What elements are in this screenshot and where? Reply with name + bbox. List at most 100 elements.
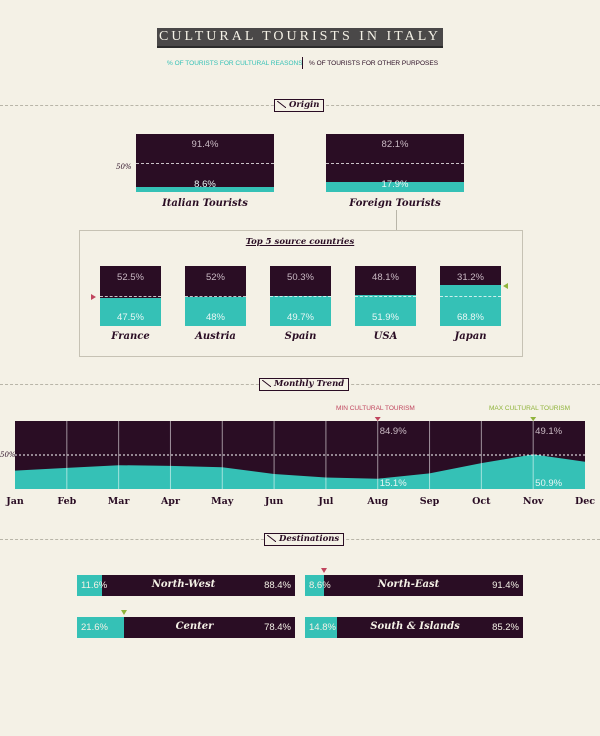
month-label-mar: Mar [108,496,131,507]
month-label-jan: Jan [5,496,24,507]
dest-label-other-south-islands: 85.2% [492,622,519,633]
label-other-austria: 52% [205,272,225,283]
month-label-dec: Dec [575,496,595,507]
dest-name-north-east: North-East [377,579,440,590]
label-cultural-spain: 49.7% [287,312,314,323]
month-label-nov: Nov [523,496,544,507]
dest-label-cultural-north-west: 11.6% [81,580,108,591]
label-other-foreign-tourists: 82.1% [381,139,409,150]
bar-other-austria [185,266,246,298]
min-marker-france [91,294,96,300]
top5-title: Top 5 source countries [245,237,355,247]
label-cultural-italian-tourists: 8.6% [194,179,216,190]
page-title: CULTURAL TOURISTS IN ITALY [157,28,443,48]
month-label-may: May [211,496,234,507]
dest-name-center: Center [175,621,214,632]
section-monthly-label: Monthly Trend [274,379,345,389]
label-cultural-france: 47.5% [117,312,144,323]
caption-france: France [111,331,150,342]
dest-label-cultural-north-east: 8.6% [309,580,331,591]
origin-50-label: 50% [116,163,132,171]
max-top-label: 49.1% [535,426,562,437]
section-monthly: Monthly Trend [259,378,350,391]
bar-cultural-spain [270,296,331,326]
caption-foreign-tourists: Foreign Tourists [349,198,441,209]
bar-cultural-usa [355,294,416,326]
trend-area-cultural [15,454,585,489]
pencil-icon [277,101,286,108]
bar-other-japan [440,266,501,285]
month-label-oct: Oct [472,496,491,507]
label-other-spain: 50.3% [287,272,314,283]
dest-label-other-north-east: 91.4% [492,580,519,591]
label-cultural-japan: 68.8% [457,312,484,323]
dest-label-other-north-west: 88.4% [264,580,291,591]
bar-cultural-austria [185,297,246,326]
origin-connector [396,210,397,230]
bar-other-france [100,266,161,298]
label-other-japan: 31.2% [457,272,484,283]
bar-cultural-italian-tourists [136,187,274,192]
ref-line-japan [440,296,501,297]
section-destinations-label: Destinations [279,534,340,544]
bar-cultural-japan [440,284,501,326]
caption-italian-tourists: Italian Tourists [162,198,248,209]
min-bottom-label: 15.1% [380,478,407,489]
bar-other-italian-tourists [136,134,274,187]
legend-cultural: % OF TOURISTS FOR CULTURAL REASONS [167,60,303,67]
min-top-label: 84.9% [380,426,407,437]
max-marker-japan [503,283,508,289]
bar-other-spain [270,266,331,297]
caption-austria: Austria [195,331,236,342]
section-origin: Origin [274,99,325,112]
ref-line-austria [185,296,246,297]
dest-cultural-north-west [77,575,102,596]
dest-cultural-center [77,617,124,638]
section-destinations: Destinations [264,533,345,546]
dest-label-cultural-south-islands: 14.8% [309,622,336,633]
label-other-usa: 48.1% [372,272,399,283]
top5-panel [79,230,523,357]
dest-name-south-islands: South & Islands [370,621,460,632]
bar-cultural-france [100,297,161,326]
caption-japan: Japan [454,331,487,342]
dest-name-north-west: North-West [151,579,216,590]
month-label-sep: Sep [420,496,440,507]
dest-max-marker [121,610,127,615]
dest-other-north-west [77,575,295,596]
dest-label-other-center: 78.4% [264,622,291,633]
ref-line-spain [270,296,331,297]
section-origin-label: Origin [289,100,320,110]
max-bottom-label: 50.9% [535,478,562,489]
label-cultural-austria: 48% [205,312,225,323]
min-marker [374,417,381,421]
label-cultural-foreign-tourists: 17.9% [381,179,409,190]
caption-spain: Spain [284,331,317,342]
pencil-icon [267,535,276,542]
ref-line-foreign-tourists [326,163,464,164]
dest-label-cultural-center: 21.6% [81,622,108,633]
month-label-feb: Feb [57,496,76,507]
dest-other-south-islands [305,617,523,638]
dest-cultural-south-islands [305,617,337,638]
month-label-jun: Jun [264,496,283,507]
ref-line-usa [355,296,416,297]
max-label: MAX CULTURAL TOURISM [489,405,571,412]
monthly-trend-chart: Jan Feb Mar Apr May Jun Jul Aug Sep Oct Nov Dec 84.9… [5,417,595,507]
dest-min-marker [321,568,327,573]
caption-usa: USA [373,331,398,342]
label-other-italian-tourists: 91.4% [191,139,219,150]
pencil-icon [262,380,271,387]
ref-line-italian-tourists [136,163,274,164]
bar-other-usa [355,266,416,295]
dest-cultural-north-east [305,575,324,596]
legend-divider [302,57,303,69]
ref-line-france [100,296,161,297]
month-label-jul: Jul [317,496,333,507]
dest-other-north-east [305,575,523,596]
label-other-france: 52.5% [117,272,144,283]
bar-other-foreign-tourists [326,134,464,182]
label-cultural-usa: 51.9% [372,312,399,323]
max-marker [530,417,537,421]
bar-cultural-foreign-tourists [326,181,464,192]
